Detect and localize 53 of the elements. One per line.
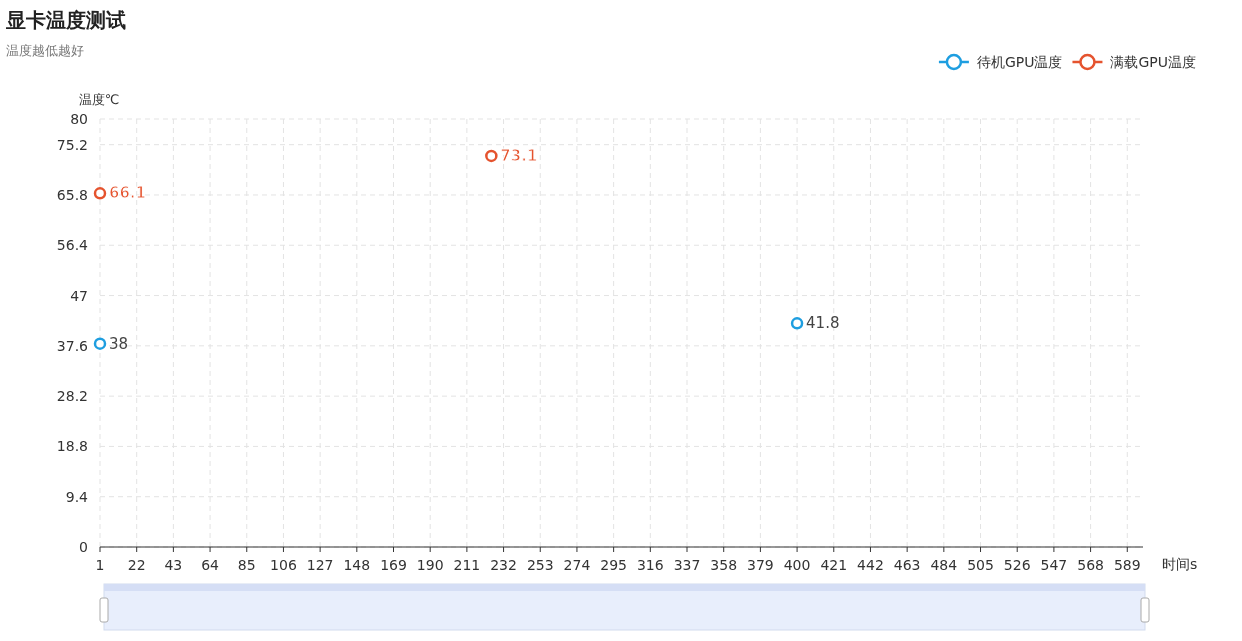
x-tick-label: 484 [930,557,958,573]
x-tick-label: 526 [1003,557,1031,573]
x-tick-label: 337 [673,557,701,573]
x-tick-label: 43 [164,557,183,573]
x-tick-label: 190 [416,557,444,573]
point [790,317,804,330]
x-tick-label: 64 [201,557,220,573]
x-tick-label: 379 [747,557,774,573]
y-tick-label: 56.4 [56,237,89,254]
x-tick-label: 22 [127,557,146,573]
y-tick-label: 18.8 [56,438,88,455]
chart-title: 显卡温度测试 [5,8,126,32]
x-tick-label: 421 [820,557,848,573]
data-label: 41.8 [806,314,840,333]
y-tick-label: 65.8 [56,186,88,203]
x-tick-label: 274 [563,557,591,573]
y-axis-title: 温度℃ [78,92,120,107]
x-tick-label: 568 [1077,557,1104,573]
data-label: 66.1 [109,184,147,203]
y-tick-label: 9.4 [65,488,89,505]
legend-label: 待机GPU温度 [976,54,1063,70]
x-tick-label: 148 [343,557,371,573]
x-tick-label: 1 [95,557,105,573]
y-tick-label: 28.2 [56,388,88,405]
y-tick-label: 37.6 [56,337,89,354]
x-tick-label: 358 [710,557,738,573]
data-label: 38 [109,334,129,353]
x-tick-label: 232 [490,557,517,573]
x-tick-label: 316 [636,557,664,573]
point [93,187,107,200]
x-tick-label: 127 [306,557,334,573]
data-label: 73.1 [500,146,538,165]
point [485,149,498,163]
legend-label: 满载GPU温度 [1110,54,1196,70]
x-tick-label: 463 [893,557,921,573]
x-tick-label: 547 [1040,557,1068,573]
x-tick-label: 505 [967,557,994,573]
x-tick-label: 85 [237,557,256,573]
x-tick-label: 442 [857,557,884,573]
x-tick-label: 589 [1113,557,1141,573]
chart-subtitle: 温度越低越好 [6,43,84,58]
x-tick-label: 400 [783,557,811,573]
x-tick-label: 295 [600,557,628,573]
y-tick-label: 75.2 [56,136,88,153]
point [93,337,107,350]
x-tick-label: 211 [453,557,481,573]
x-tick-label: 106 [270,557,297,573]
x-axis-title: 时间s [1162,556,1198,572]
y-tick-label: 0 [79,539,88,555]
x-tick-label: 169 [380,557,407,573]
y-tick-label: 80 [70,111,88,127]
y-tick-label: 47 [70,287,88,304]
x-tick-label: 253 [526,557,554,573]
